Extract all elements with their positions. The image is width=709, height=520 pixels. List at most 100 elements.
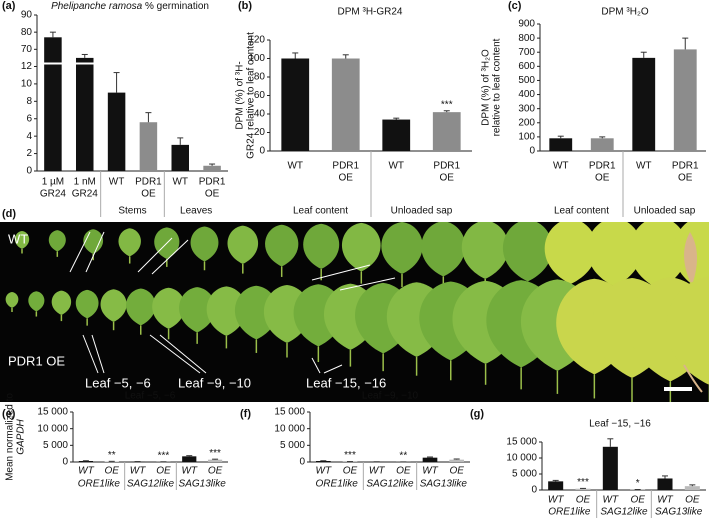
y-tick-label: 15 000	[37, 407, 68, 418]
x-tick-label: OE	[685, 495, 700, 506]
y-tick-label: 40	[254, 109, 266, 120]
y-tick-label: 5 000	[280, 440, 305, 451]
y-tick-label: 0	[531, 485, 537, 496]
x-tick-label: GR24	[40, 189, 67, 200]
group-label: SAG12like	[366, 479, 414, 490]
chart-title: Phelipanche ramosa % germination	[51, 1, 209, 12]
y-tick-label: 5 000	[512, 469, 537, 480]
y-tick-label: 10 000	[274, 423, 305, 434]
bar	[549, 138, 573, 151]
bar	[78, 461, 94, 462]
bar	[684, 486, 700, 490]
chart-title: DPM ³H₂O	[601, 7, 648, 18]
y-tick-label: 900	[518, 19, 535, 30]
bar	[75, 57, 94, 171]
x-tick-label: OE	[339, 173, 354, 184]
y-tick-label: 4	[26, 131, 32, 142]
y-tick-label: 0	[62, 457, 68, 468]
bar	[316, 461, 331, 462]
chart-title: DPM ³H-GR24	[337, 7, 402, 18]
y-axis-label: DPM (%) of ³H₂O	[481, 49, 492, 126]
significance: ***	[441, 99, 453, 110]
panel-label: (e)	[2, 408, 16, 420]
scale-bar	[664, 387, 692, 391]
bar	[432, 112, 461, 151]
x-tick-label: WT	[636, 161, 652, 172]
significance: ***	[158, 450, 170, 461]
bar	[632, 57, 656, 151]
y-tick-label: 10	[21, 79, 33, 90]
bar	[422, 457, 438, 462]
x-tick-label: WT	[369, 466, 385, 477]
significance: *	[636, 478, 640, 489]
group-label: Leaves	[180, 206, 212, 217]
x-tick-label: WT	[78, 466, 94, 477]
leaf	[126, 288, 156, 326]
x-tick-label: OE	[595, 173, 610, 184]
group-label: SAG13like	[655, 507, 703, 518]
y-tick-label: 800	[518, 33, 535, 44]
y-axis-label: GAPDH	[16, 418, 27, 454]
significance: ***	[209, 448, 221, 459]
leaf	[303, 223, 340, 269]
x-tick-label: WT	[553, 161, 569, 172]
bar	[657, 478, 673, 490]
group-label: SAG13like	[179, 479, 227, 490]
y-tick-label: 0	[26, 166, 32, 177]
title-text: % germination	[145, 1, 209, 12]
leaf	[48, 230, 66, 252]
significance: ***	[577, 477, 589, 488]
group-label: Stems	[118, 206, 146, 217]
leaf	[100, 289, 127, 322]
bar	[203, 165, 221, 171]
y-tick-label: 20	[254, 127, 266, 138]
x-tick-label: PDR1	[589, 161, 616, 172]
x-tick-label: OE	[141, 189, 156, 200]
x-tick-label: WT	[388, 161, 404, 172]
x-tick-label: 1 nM	[74, 177, 96, 188]
panel-label: (d)	[2, 208, 16, 220]
x-tick-label: PDR1	[135, 177, 162, 188]
leaf	[341, 222, 381, 272]
bar	[139, 122, 158, 171]
x-tick-label: WT	[109, 177, 125, 188]
bar	[44, 37, 62, 171]
y-tick-label: 100	[518, 132, 535, 143]
x-tick-label: OE	[205, 189, 220, 200]
bar	[331, 58, 360, 151]
x-tick-label: OE	[105, 466, 120, 477]
panel-label: (b)	[238, 0, 252, 12]
y-tick-label: 600	[518, 61, 535, 72]
x-tick-label: 1 µM	[42, 177, 64, 188]
x-tick-label: OE	[440, 173, 455, 184]
x-tick-label: OE	[396, 466, 411, 477]
row-label: WT	[8, 231, 28, 246]
y-tick-label: 90	[21, 10, 33, 21]
y-axis-label: Mean normalized to	[5, 393, 16, 481]
bar	[171, 144, 190, 171]
chart-title: Leaf −5, −6	[125, 391, 176, 402]
significance: **	[399, 451, 407, 462]
y-axis-label: relative to leaf content	[492, 38, 503, 136]
leaf	[502, 222, 553, 282]
dry-leaf	[684, 232, 697, 285]
group-label: Leaf content	[293, 206, 348, 217]
y-tick-label: 100	[248, 53, 265, 64]
leaf	[51, 290, 72, 315]
y-tick-label: 15 000	[274, 407, 305, 418]
x-tick-label: OE	[156, 466, 171, 477]
x-tick-label: PDR1	[199, 177, 226, 188]
x-tick-label: OE	[343, 466, 358, 477]
x-tick-label: PDR1	[672, 161, 699, 172]
y-tick-label: 0	[529, 146, 535, 157]
y-tick-label: 10 000	[506, 453, 537, 464]
panel-label: (c)	[508, 0, 522, 12]
x-tick-label: WT	[657, 495, 673, 506]
leaf	[381, 222, 423, 274]
group-label: Unloaded sap	[391, 206, 453, 217]
bar	[575, 488, 591, 490]
x-tick-label: OE	[208, 466, 223, 477]
y-tick-label: 200	[518, 117, 535, 128]
bar	[449, 459, 464, 462]
